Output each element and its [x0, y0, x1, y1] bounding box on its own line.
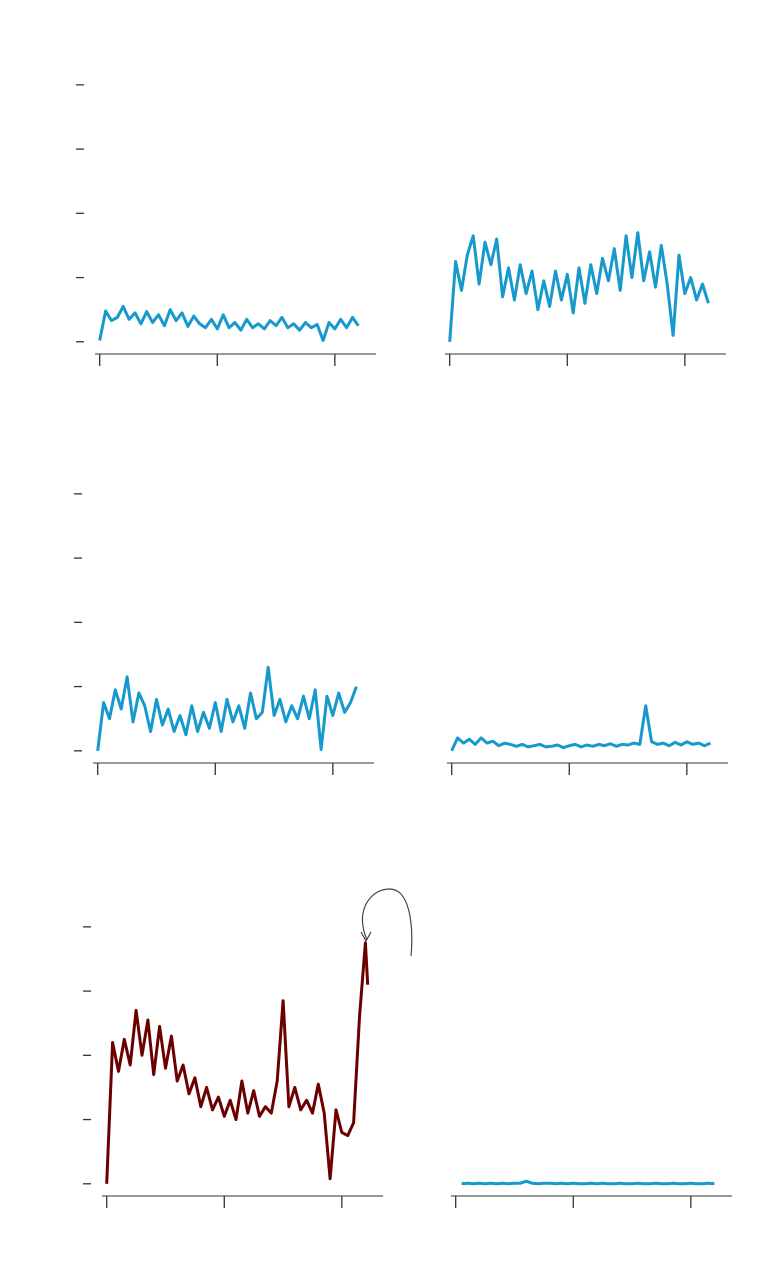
annotation-arrow [361, 888, 413, 957]
data-line [96, 665, 358, 751]
data-line [450, 704, 712, 752]
arrow-head [360, 931, 372, 943]
data-line [448, 231, 710, 342]
data-line [98, 305, 360, 342]
data-line [105, 941, 370, 1184]
data-line [461, 1179, 715, 1186]
